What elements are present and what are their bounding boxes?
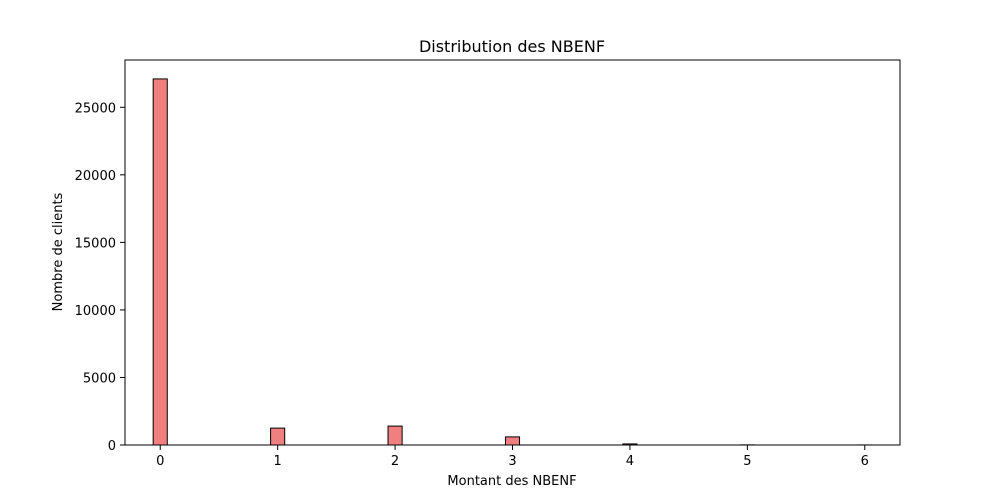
- y-axis: 0 5000 10000 15000 20000 25000: [75, 101, 125, 454]
- x-axis-label: Montant des NBENF: [447, 474, 576, 489]
- x-tick-label: 0: [156, 454, 164, 469]
- x-tick-label: 6: [861, 454, 869, 469]
- x-tick-label: 3: [508, 454, 516, 469]
- bar-2: [387, 425, 403, 446]
- x-axis: 0 1 2 3 4 5 6: [156, 445, 869, 469]
- bar-0: [152, 78, 168, 446]
- chart-title: Distribution des NBENF: [419, 37, 605, 56]
- bar-3: [504, 436, 521, 446]
- x-tick-label: 2: [391, 454, 399, 469]
- x-tick-label: 5: [743, 454, 751, 469]
- bars-group: [152, 78, 873, 446]
- y-tick-label: 20000: [75, 169, 116, 184]
- y-tick-label: 15000: [75, 236, 116, 251]
- bar-1: [270, 427, 286, 446]
- x-tick-label: 1: [274, 454, 282, 469]
- y-tick-label: 5000: [83, 371, 116, 386]
- y-tick-label: 10000: [75, 304, 116, 319]
- plot-frame: [124, 59, 901, 446]
- x-tick-label: 4: [626, 454, 634, 469]
- y-axis-label: Nombre de clients: [51, 192, 66, 311]
- y-tick-label: 0: [108, 439, 116, 454]
- y-tick-label: 25000: [75, 101, 116, 116]
